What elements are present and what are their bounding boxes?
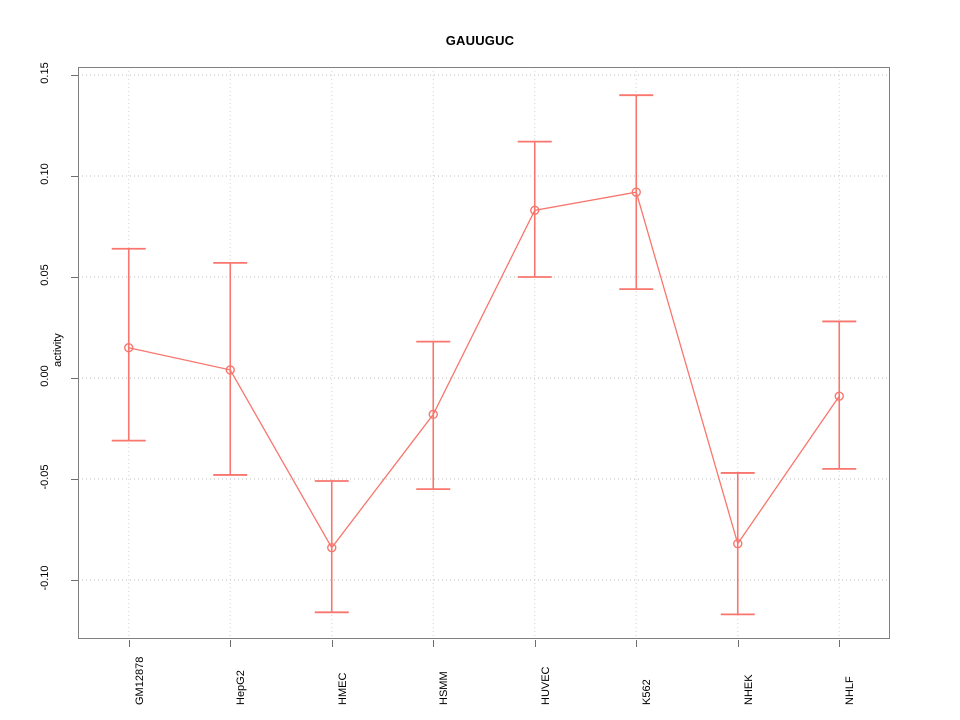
y-tick-mark xyxy=(71,176,78,177)
data-point-marker xyxy=(428,409,438,420)
x-tick-label: K562 xyxy=(641,679,654,705)
x-tick-mark xyxy=(433,640,435,647)
x-tick-label: HepG2 xyxy=(235,670,248,705)
y-tick-label: 0.00 xyxy=(39,365,51,387)
data-point-marker xyxy=(225,365,235,375)
y-tick-label: 0.10 xyxy=(39,163,51,185)
data-point-marker xyxy=(327,542,337,553)
chart-title: GAUUGUC xyxy=(445,33,515,48)
x-tick-label: NHEK xyxy=(742,674,755,705)
data-point-marker xyxy=(530,205,540,216)
x-tick-label: NHLF xyxy=(844,676,857,705)
x-tick-mark xyxy=(230,640,232,647)
data-point-marker xyxy=(631,187,641,197)
x-tick-label: GM12878 xyxy=(133,656,146,705)
x-tick-mark xyxy=(534,640,536,647)
y-tick-label: 0.15 xyxy=(39,62,51,84)
x-tick-mark xyxy=(839,640,841,647)
plot-area-frame xyxy=(78,67,890,639)
y-tick-mark xyxy=(71,378,78,379)
data-point-marker xyxy=(124,343,134,353)
y-tick-label: -0.10 xyxy=(39,565,51,591)
x-tick-label: HMEC xyxy=(336,672,349,705)
series-line xyxy=(128,191,840,549)
x-tick-mark xyxy=(128,640,130,647)
y-tick-label: -0.05 xyxy=(39,464,51,490)
y-tick-label: 0.05 xyxy=(39,264,51,286)
x-tick-mark xyxy=(737,640,739,647)
x-tick-mark xyxy=(636,640,638,647)
data-point-marker xyxy=(733,538,743,549)
x-tick-label: HSMM xyxy=(438,671,451,705)
y-tick-mark xyxy=(71,580,78,581)
y-tick-mark xyxy=(71,479,78,480)
y-tick-mark xyxy=(71,277,78,278)
data-point-marker xyxy=(834,391,844,401)
y-tick-mark xyxy=(71,75,78,76)
x-tick-mark xyxy=(331,640,333,647)
x-tick-label: HUVEC xyxy=(539,666,552,705)
